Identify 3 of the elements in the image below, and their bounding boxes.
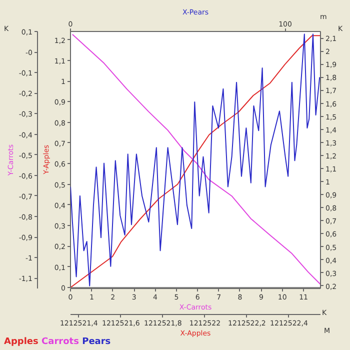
text: Carrots (42, 337, 79, 347)
text: Pears (82, 337, 111, 347)
text: Apples (4, 337, 38, 347)
